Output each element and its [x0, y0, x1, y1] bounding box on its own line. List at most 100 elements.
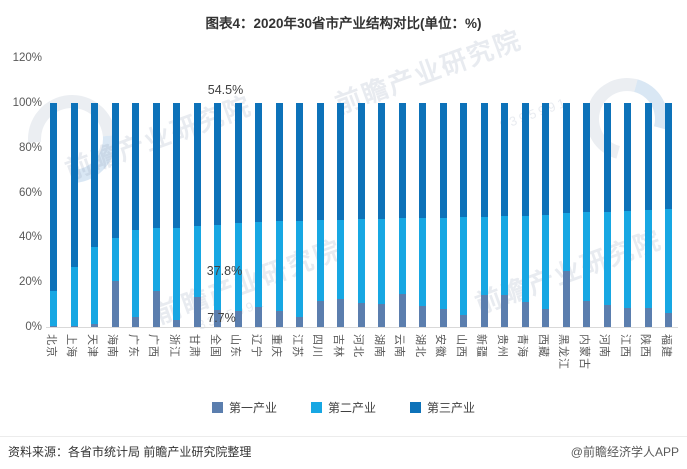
x-label-slot: 内蒙古	[578, 327, 590, 397]
bar-segment-第一产业	[91, 323, 98, 327]
legend-label: 第三产业	[427, 401, 476, 415]
x-label-slot: 山西	[455, 327, 467, 397]
bar-segment-第一产业	[419, 305, 426, 327]
x-label-slot: 黑龙江	[557, 327, 570, 397]
bar-segment-第二产业	[234, 223, 242, 311]
stacked-bar-广西	[152, 103, 160, 327]
x-label-slot: 湖南	[373, 327, 385, 397]
x-label-slot: 湖北	[414, 327, 426, 397]
bar-segment-第一产业	[316, 301, 324, 327]
y-tick-label: 60%	[18, 186, 42, 199]
source-text: 资料来源：各省市统计局 前瞻产业研究院整理	[8, 445, 252, 459]
bar-segment-第一产业	[665, 313, 672, 327]
x-label-slot: 北京	[45, 327, 57, 397]
bar-segment-第二产业	[398, 218, 406, 295]
bar-segment-第三产业	[542, 103, 549, 216]
bar-segment-第一产业	[193, 297, 201, 327]
x-tick-label: 吉林	[331, 334, 344, 358]
bar-segment-第二产业	[132, 229, 139, 318]
bar-segment-第三产业	[296, 103, 303, 221]
bar-segment-第二产业	[152, 228, 160, 292]
stacked-bar-江苏	[296, 103, 303, 327]
x-label-slot: 吉林	[332, 327, 344, 397]
y-tick-label: 80%	[18, 141, 42, 154]
x-label-slot: 浙江	[168, 327, 180, 397]
chart-title: 图表4：2020年30省市产业结构对比(单位：%)	[205, 16, 482, 31]
legend-label: 第一产业	[228, 401, 277, 415]
bar-segment-第二产业	[603, 212, 611, 306]
bar-segment-第二产业	[542, 215, 549, 310]
bar-segment-第一产业	[50, 326, 57, 327]
y-tick-label: 20%	[18, 276, 42, 289]
y-tick-label: 40%	[18, 231, 42, 244]
credit-text: @前瞻经济学人APP	[570, 445, 679, 459]
x-tick-label: 黑龙江	[557, 334, 569, 370]
x-label-slot: 海南	[106, 327, 119, 397]
bar-segment-第三产业	[255, 103, 262, 223]
stacked-bar-新疆	[480, 103, 488, 327]
bar-segment-第三产业	[644, 103, 652, 211]
bar-segment-第三产业	[132, 103, 139, 230]
bar-segment-第一产业	[152, 291, 160, 327]
bar-segment-第一产业	[439, 308, 447, 327]
stacked-bar-山东	[234, 103, 242, 327]
bar-segment-第二产业	[480, 216, 488, 295]
x-tick-label: 江西	[618, 334, 631, 358]
stacked-bar-山西	[460, 103, 467, 327]
stacked-bar-湖南	[378, 103, 385, 327]
x-tick-label: 福建	[659, 334, 672, 358]
stacked-bar-青海	[521, 103, 529, 327]
x-tick-label: 河南	[598, 334, 610, 358]
data-label-第二产业: 37.8%	[206, 264, 243, 278]
stacked-bar-河南	[603, 103, 611, 327]
x-tick-label: 天津	[85, 334, 98, 358]
bar-segment-第一产业	[501, 295, 508, 327]
bar-segment-第一产业	[562, 270, 570, 327]
x-label-slot: 陕西	[639, 327, 652, 397]
x-label-slot: 安徽	[434, 327, 447, 397]
x-label-slot: 上海	[65, 327, 78, 397]
bar-segment-第一产业	[624, 307, 631, 327]
x-label-slot: 天津	[86, 327, 98, 397]
x-label-slot: 广东	[127, 327, 139, 397]
bar-segment-第二产业	[419, 218, 426, 306]
bar-segment-第一产业	[275, 310, 283, 327]
stacked-bar-福建	[665, 103, 672, 327]
bar-segment-第二产业	[296, 220, 303, 318]
stacked-bar-全国	[214, 103, 221, 327]
x-label-slot: 西藏	[537, 327, 549, 397]
bar-segment-第二产业	[91, 247, 98, 324]
bar-segment-第二产业	[624, 210, 631, 308]
x-label-slot: 甘肃	[188, 327, 201, 397]
bar-segment-第三产业	[214, 103, 221, 226]
bar-segment-第二产业	[562, 213, 570, 271]
bar-segment-第二产业	[460, 217, 467, 315]
bar-segment-第一产业	[255, 306, 262, 327]
legend: 第一产业 第二产业 第三产业	[0, 399, 687, 416]
bar-segment-第三产业	[357, 103, 365, 219]
bar-segment-第三产业	[501, 103, 508, 217]
bar-segment-第三产业	[460, 103, 467, 218]
stacked-bar-河北	[357, 103, 365, 327]
bar-segment-第三产业	[70, 103, 78, 267]
x-tick-label: 广东	[126, 334, 139, 358]
bar-segment-第一产业	[173, 319, 180, 327]
stacked-bar-广东	[132, 103, 139, 327]
x-axis-labels: 北京 上海 天津 海南 广东 广西 浙江 甘肃 全国 山东 辽宁 重庆 江苏 四川 吉林 河北 湖南 云南 湖北 安徽…	[45, 327, 672, 397]
bar-segment-第三产业	[378, 103, 385, 219]
x-tick-label: 江苏	[290, 334, 303, 358]
legend-item-3: 第三产业	[410, 399, 475, 416]
stacked-bar-内蒙古	[583, 103, 590, 327]
stacked-bar-陕西	[644, 103, 652, 327]
bar-segment-第一产业	[357, 303, 365, 327]
bar-segment-第三产业	[193, 103, 201, 227]
x-label-slot: 四川	[311, 327, 324, 397]
x-tick-label: 全国	[208, 334, 221, 358]
bar-segment-第二产业	[644, 210, 652, 308]
bar-segment-第一产业	[480, 294, 488, 327]
bar-segment-第二产业	[378, 218, 385, 305]
x-label-slot: 全国	[209, 327, 221, 397]
legend-item-1: 第一产业	[211, 399, 277, 416]
x-tick-label: 辽宁	[249, 334, 262, 358]
bar-segment-第二产业	[439, 217, 447, 309]
